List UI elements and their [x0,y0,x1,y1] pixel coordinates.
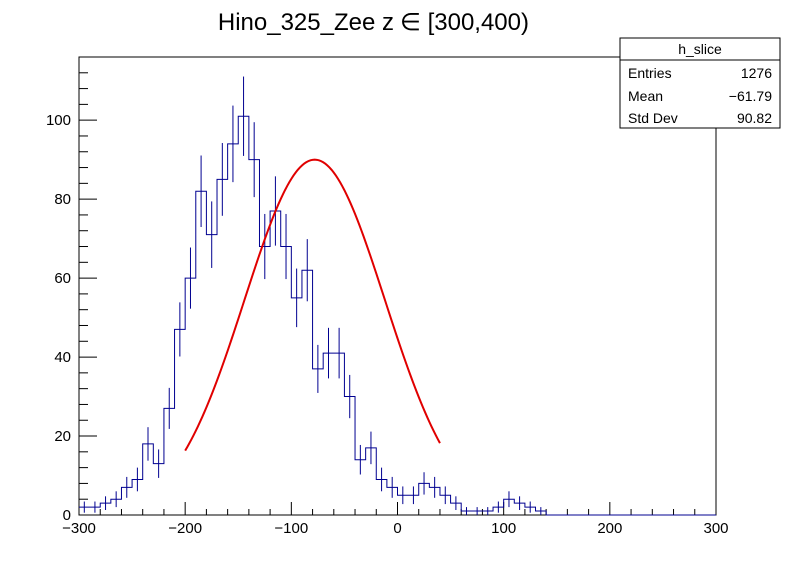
stats-entries-value: 1276 [741,65,772,81]
x-tick-label: 300 [703,520,728,537]
stats-box-name: h_slice [678,41,722,57]
stats-stddev-label: Std Dev [628,110,678,126]
stats-mean-value: −61.79 [729,88,772,104]
axes: −300 −200 −100 0 100 200 300 0 20 40 60 80 100 [46,56,729,537]
x-tick-label: −300 [62,520,96,537]
y-tick-label: 20 [54,428,71,445]
y-tick-label: 100 [46,112,71,129]
chart-title: Hino_325_Zee z [218,9,394,36]
y-tick-label: 40 [54,349,71,366]
stats-box: h_slice Entries 1276 Mean −61.79 Std Dev… [619,37,781,129]
x-tick-label: −100 [274,520,308,537]
stats-stddev-value: 90.82 [737,110,772,126]
histogram-series [79,115,716,516]
y-tick-label: 0 [63,507,71,524]
x-tick-label: −200 [168,520,202,537]
x-tick-label: 0 [393,520,401,537]
y-tick-label: 80 [54,191,71,208]
gaussian-fit-curve [184,158,441,452]
stats-box-frame [619,37,781,129]
histogram-bars [79,115,716,516]
stats-entries-label: Entries [628,65,672,81]
y-tick-label: 60 [54,270,71,287]
stats-mean-label: Mean [628,88,663,104]
x-tick-label: 200 [597,520,622,537]
error-bars [83,76,542,515]
x-tick-label: 100 [491,520,516,537]
chart-title-range: ∈ [300,400) [400,9,529,36]
